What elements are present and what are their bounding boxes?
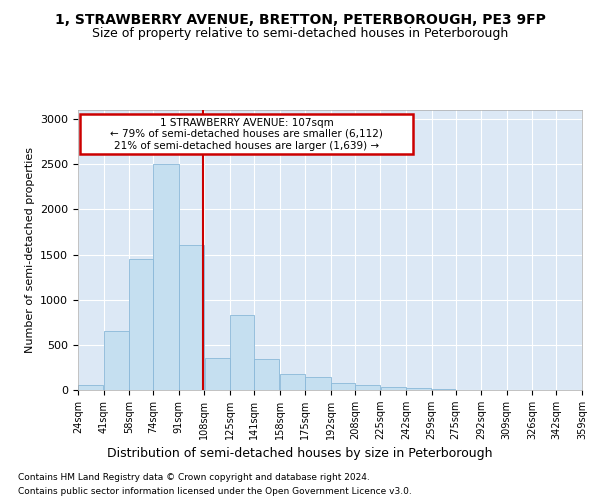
Bar [280,374,305,390]
Bar [78,385,103,390]
Bar [432,389,455,390]
Bar [130,259,153,390]
Text: 1, STRAWBERRY AVENUE, BRETTON, PETERBOROUGH, PE3 9FP: 1, STRAWBERRY AVENUE, BRETTON, PETERBORO… [55,12,545,26]
Text: Distribution of semi-detached houses by size in Peterborough: Distribution of semi-detached houses by … [107,448,493,460]
Bar [230,316,254,390]
Text: Contains public sector information licensed under the Open Government Licence v3: Contains public sector information licen… [18,488,412,496]
Bar [406,388,431,390]
Bar [154,164,179,390]
Text: 21% of semi-detached houses are larger (1,639) →: 21% of semi-detached houses are larger (… [115,140,379,150]
Bar [104,332,129,390]
Bar [331,383,355,390]
Text: 1 STRAWBERRY AVENUE: 107sqm: 1 STRAWBERRY AVENUE: 107sqm [160,118,334,128]
Text: ← 79% of semi-detached houses are smaller (6,112): ← 79% of semi-detached houses are smalle… [110,129,383,139]
Text: Contains HM Land Registry data © Crown copyright and database right 2024.: Contains HM Land Registry data © Crown c… [18,472,370,482]
FancyBboxPatch shape [80,114,413,154]
Bar [355,385,380,390]
Bar [205,358,230,390]
Text: Size of property relative to semi-detached houses in Peterborough: Size of property relative to semi-detach… [92,28,508,40]
Bar [179,246,204,390]
Y-axis label: Number of semi-detached properties: Number of semi-detached properties [25,147,35,353]
Bar [254,360,280,390]
Bar [305,377,331,390]
Bar [380,388,406,390]
